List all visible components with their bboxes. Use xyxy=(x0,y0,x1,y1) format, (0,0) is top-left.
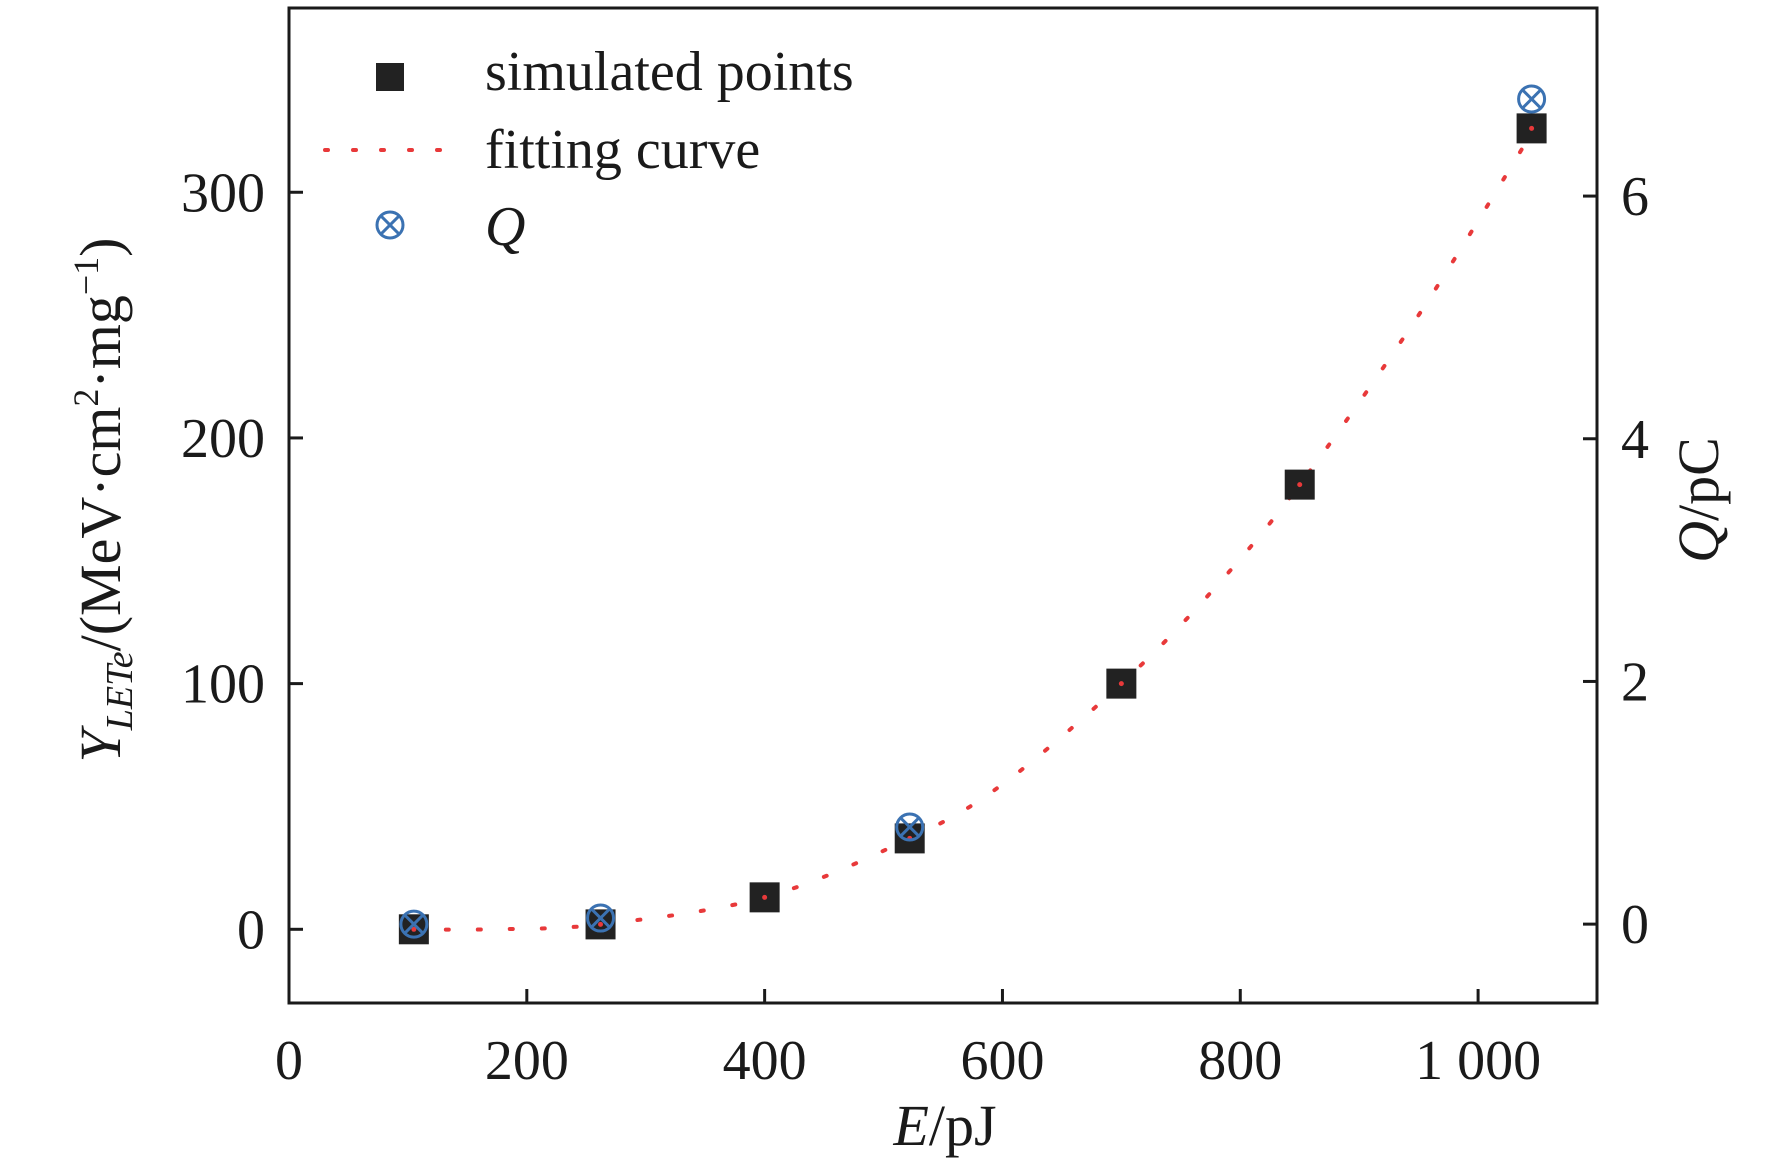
x-tick-label: 800 xyxy=(1198,1030,1282,1092)
q-point xyxy=(895,812,925,842)
x-tick-label: 400 xyxy=(723,1030,807,1092)
x-tick-label: 600 xyxy=(960,1030,1044,1092)
fit-dot xyxy=(1297,482,1303,488)
data-markers xyxy=(398,84,1547,945)
fit-dot xyxy=(762,894,768,900)
axis-ticks: 0 200 400 600 800 1 000 0 100 200 300 0 2 4 6 xyxy=(181,162,1649,1092)
legend-label: fitting curve xyxy=(485,119,760,181)
x-axis-title: E/pJ xyxy=(892,1093,996,1158)
q-point xyxy=(399,909,429,939)
y-right-tick-label: 4 xyxy=(1621,409,1649,471)
plot-frame xyxy=(287,6,1599,1005)
fitting-curve xyxy=(411,131,1534,932)
legend-label: Q xyxy=(485,196,525,258)
fit-dot xyxy=(598,921,604,927)
plot-border xyxy=(287,6,1599,1005)
y-right-tick-label: 0 xyxy=(1621,894,1649,956)
y-left-tick-label: 200 xyxy=(181,408,265,470)
fit-dot xyxy=(1529,125,1535,131)
y-axis-right-title: Q/pC xyxy=(1666,437,1731,563)
y-left-tick-label: 100 xyxy=(181,654,265,716)
y-axis-left-title: YLETe/(MeV·cm2·mg−1) xyxy=(66,237,141,762)
fitting-curve-line xyxy=(411,131,1534,932)
q-point xyxy=(1517,84,1547,114)
fit-dot xyxy=(1118,681,1124,687)
y-right-tick-label: 6 xyxy=(1621,166,1649,228)
fit-dot xyxy=(411,926,417,932)
x-tick-label: 200 xyxy=(485,1030,569,1092)
y-left-tick-label: 0 xyxy=(237,899,265,961)
x-tick-label: 1 000 xyxy=(1415,1030,1541,1092)
legend-square-marker xyxy=(376,63,404,91)
x-tick-label: 0 xyxy=(275,1030,303,1092)
q-point xyxy=(586,903,616,933)
legend: simulated points fitting curve Q xyxy=(323,41,854,258)
legend-label: simulated points xyxy=(485,41,854,103)
legend-q-marker xyxy=(375,210,405,240)
y-left-tick-label: 300 xyxy=(181,162,265,224)
y-right-tick-label: 2 xyxy=(1621,651,1649,713)
